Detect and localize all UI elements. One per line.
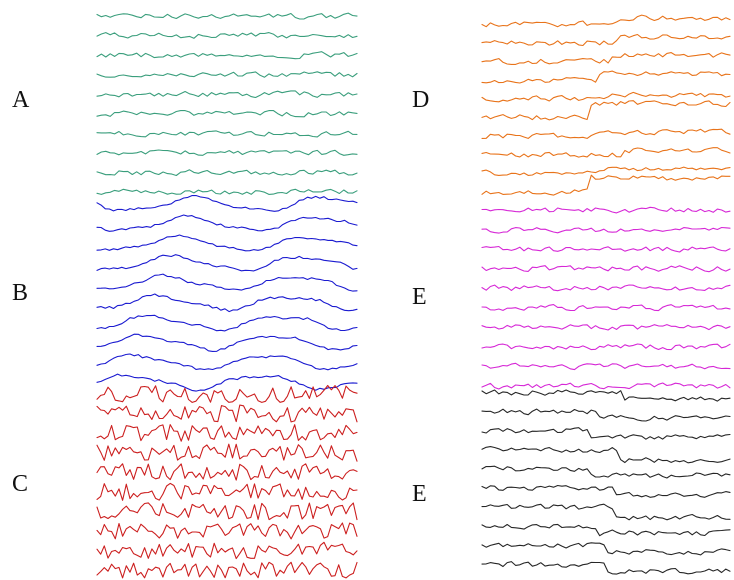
trace-a-10	[96, 188, 358, 195]
trace-e1-9	[481, 362, 731, 371]
trace-e2-9	[481, 542, 731, 556]
trace-d-9	[481, 166, 731, 176]
trace-c-7	[96, 502, 358, 521]
trace-a-1	[96, 12, 358, 20]
trace-e2-7	[481, 503, 731, 521]
trace-b-5	[96, 273, 358, 292]
trace-c-3	[96, 424, 358, 442]
trace-d-2	[481, 33, 731, 47]
panel-d-traces	[481, 14, 731, 196]
panel-a-traces	[96, 12, 358, 195]
trace-a-6	[96, 109, 358, 118]
trace-c-1	[96, 384, 358, 403]
trace-b-7	[96, 314, 358, 332]
trace-e1-3	[481, 245, 731, 253]
trace-e1-7	[481, 324, 731, 331]
trace-a-9	[96, 169, 358, 177]
trace-e1-4	[481, 265, 731, 273]
trace-e1-6	[481, 304, 731, 312]
trace-c-4	[96, 443, 358, 462]
trace-a-2	[96, 32, 358, 39]
trace-c-6	[96, 482, 358, 501]
trace-b-10	[96, 373, 358, 392]
trace-d-3	[481, 52, 731, 65]
panel-b-traces	[96, 194, 358, 392]
trace-b-9	[96, 353, 358, 371]
trace-a-4	[96, 71, 358, 78]
trace-d-4	[481, 70, 731, 84]
panel-label-a: A	[12, 87, 30, 113]
panel-e-black-traces	[481, 389, 731, 575]
trace-a-8	[96, 149, 358, 156]
trace-b-6	[96, 293, 358, 313]
trace-d-6	[481, 100, 731, 121]
trace-a-5	[96, 90, 358, 99]
trace-b-1	[96, 194, 358, 212]
trace-d-10	[481, 174, 731, 196]
trace-e2-5	[481, 465, 731, 479]
trace-d-1	[481, 14, 731, 28]
trace-a-3	[96, 51, 358, 60]
trace-e2-3	[481, 427, 731, 440]
panel-label-c: C	[12, 471, 28, 497]
trace-c-10	[96, 561, 358, 579]
trace-b-8	[96, 333, 358, 352]
panel-label-d: D	[412, 87, 429, 113]
panel-label-b: B	[12, 280, 28, 306]
panel-label-e-magenta: E	[412, 284, 427, 310]
trace-e2-4	[481, 446, 731, 464]
trace-e1-10	[481, 382, 731, 390]
trace-c-5	[96, 463, 358, 481]
trace-e2-2	[481, 408, 731, 422]
panel-e-magenta-traces	[481, 206, 731, 390]
trace-d-7	[481, 128, 731, 139]
panel-c-traces	[96, 384, 358, 579]
trace-e2-6	[481, 484, 731, 498]
trace-b-2	[96, 214, 358, 232]
trace-e1-8	[481, 343, 731, 351]
trace-a-7	[96, 130, 358, 138]
trace-e1-1	[481, 206, 731, 214]
trace-c-2	[96, 404, 358, 423]
trace-e1-5	[481, 284, 731, 292]
trace-c-8	[96, 522, 358, 540]
trace-e2-8	[481, 523, 731, 537]
trace-b-3	[96, 234, 358, 252]
panel-label-e-black: E	[412, 481, 427, 507]
trace-e2-1	[481, 389, 731, 402]
trace-d-8	[481, 147, 731, 158]
trace-e2-10	[481, 561, 731, 575]
trace-c-9	[96, 541, 358, 560]
trace-d-5	[481, 91, 731, 103]
trace-e1-2	[481, 226, 731, 234]
trace-b-4	[96, 254, 358, 272]
